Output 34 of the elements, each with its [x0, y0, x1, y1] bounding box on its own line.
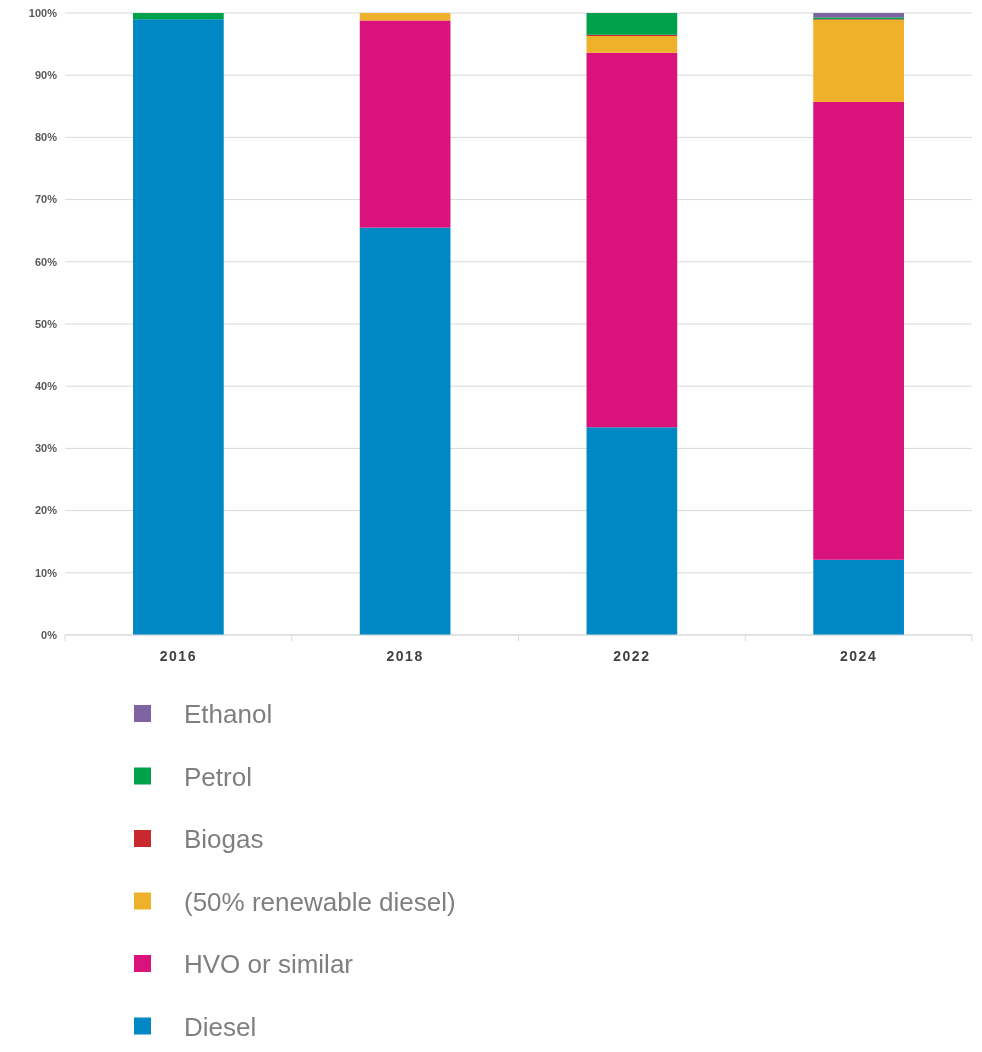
bar	[586, 36, 678, 53]
y-tick-label: 40%	[34, 380, 58, 393]
y-tick-label: 60%	[34, 255, 58, 268]
legend-label: (50% renewable diesel)	[184, 886, 456, 917]
y-tick-label: 80%	[34, 131, 58, 144]
x-tick-label: 2018	[386, 648, 424, 664]
legend-label: Biogas	[184, 824, 264, 855]
bar	[586, 427, 678, 635]
bar	[133, 19, 224, 635]
legend-label: Petrol	[184, 761, 252, 792]
legend-label: Diesel	[184, 1011, 257, 1042]
bar	[359, 20, 451, 228]
y-tick-label: 10%	[34, 566, 58, 579]
bar	[586, 13, 678, 35]
y-tick-label: 50%	[34, 317, 58, 330]
bar	[813, 559, 904, 635]
bar	[813, 101, 904, 560]
bar	[813, 13, 904, 18]
x-tick-label: 2024	[840, 648, 878, 664]
y-tick-label: 30%	[34, 442, 58, 455]
bar	[359, 13, 451, 21]
bar	[586, 52, 678, 428]
legend-label: HVO or similar	[184, 949, 354, 980]
bar	[813, 19, 904, 102]
x-tick-label: 2022	[613, 648, 651, 664]
bar	[133, 13, 224, 20]
bar	[359, 227, 451, 635]
y-tick-label: 100%	[28, 6, 58, 19]
y-tick-label: 0%	[41, 628, 58, 641]
y-tick-label: 70%	[34, 193, 58, 206]
y-tick-label: 90%	[34, 69, 58, 82]
x-tick-label: 2016	[159, 648, 197, 664]
legend-label: Ethanol	[184, 699, 273, 730]
y-tick-label: 20%	[34, 504, 58, 517]
